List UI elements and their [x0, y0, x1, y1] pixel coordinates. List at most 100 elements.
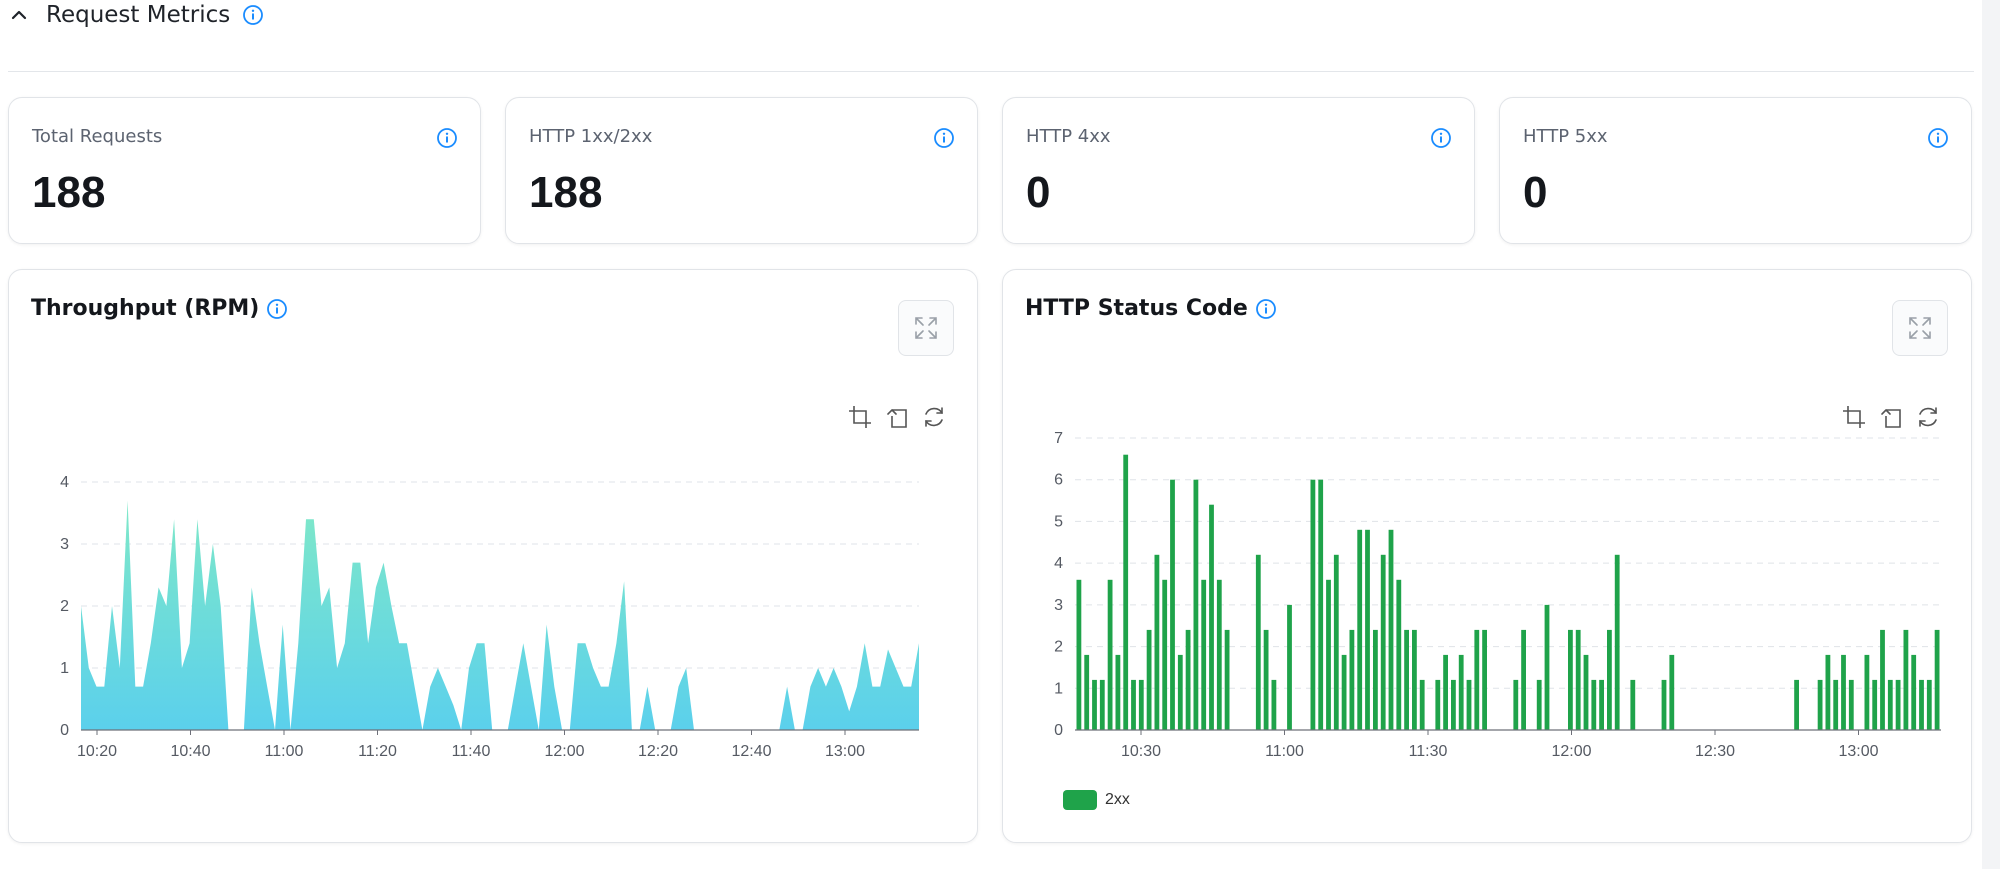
- y-tick-label: 3: [1054, 597, 1063, 614]
- info-icon[interactable]: [436, 127, 458, 149]
- status-bar: [1146, 629, 1152, 730]
- expand-button[interactable]: [898, 300, 954, 356]
- x-tick-label: 12:00: [1551, 743, 1591, 760]
- info-icon[interactable]: [266, 298, 288, 320]
- y-tick-label: 2: [1054, 639, 1063, 656]
- x-tick-label: 12:20: [638, 743, 678, 760]
- x-tick-label: 10:40: [170, 743, 210, 760]
- y-tick-label: 2: [60, 598, 69, 615]
- status-bar: [1287, 604, 1292, 730]
- stat-value: 188: [32, 168, 106, 217]
- status-bar: [1412, 629, 1417, 730]
- status-bar: [1263, 629, 1269, 730]
- refresh-icon[interactable]: [1915, 404, 1941, 430]
- stat-label: HTTP 4xx: [1026, 126, 1111, 147]
- info-icon[interactable]: [933, 127, 955, 149]
- status-bar: [1880, 629, 1885, 730]
- y-tick-label: 7: [1054, 430, 1063, 447]
- y-tick-label: 1: [1054, 680, 1063, 697]
- section-title: Request Metrics: [46, 2, 231, 28]
- status-bar: [1521, 629, 1526, 730]
- expand-button[interactable]: [1892, 300, 1948, 356]
- crop-zoom-icon[interactable]: [1841, 404, 1867, 430]
- status-bar: [1099, 679, 1105, 730]
- chart-legend[interactable]: 2xx: [1063, 790, 1130, 810]
- status-code-chart: 0 1 2 3 4 5 6 7 10:30 11:00 11:30 12:00 12:30 13:00: [1054, 430, 1941, 760]
- x-tick-label: 11:00: [1265, 743, 1304, 760]
- status-bar: [1170, 479, 1175, 730]
- status-bar: [1887, 679, 1893, 730]
- chart-toolbar: [1841, 404, 1941, 430]
- status-bar: [1451, 679, 1456, 730]
- status-bar: [1934, 629, 1940, 730]
- x-tick-label: 12:00: [544, 743, 584, 760]
- throughput-area: [81, 500, 919, 730]
- status-bar: [1669, 654, 1675, 730]
- chart-title: HTTP Status Code: [1025, 296, 1277, 321]
- status-bar: [1903, 629, 1909, 730]
- y-tick-label: 4: [60, 474, 69, 491]
- status-bar: [1482, 629, 1487, 730]
- x-tick-label: 13:00: [1838, 743, 1878, 760]
- status-bar: [1404, 629, 1409, 730]
- info-icon[interactable]: [1255, 298, 1277, 320]
- status-bar: [1388, 529, 1394, 730]
- status-bar: [1926, 679, 1932, 730]
- status-bar: [1318, 479, 1324, 730]
- status-bar: [1154, 554, 1160, 730]
- status-bar: [1271, 679, 1277, 730]
- zoom-back-icon[interactable]: [1878, 404, 1904, 430]
- expand-icon: [915, 317, 937, 339]
- x-tick-label: 12:30: [1695, 743, 1735, 760]
- status-bar: [1607, 629, 1612, 730]
- x-tick-label: 11:00: [265, 743, 304, 760]
- status-bar: [1661, 679, 1667, 730]
- zoom-back-icon[interactable]: [884, 404, 910, 430]
- refresh-icon[interactable]: [921, 404, 947, 430]
- status-bar: [1895, 679, 1901, 730]
- info-icon[interactable]: [242, 4, 264, 26]
- chart-toolbar: [847, 404, 947, 430]
- status-bar: [1201, 579, 1207, 730]
- status-bar: [1435, 679, 1441, 730]
- status-bar: [1474, 629, 1480, 730]
- status-bar: [1575, 629, 1581, 730]
- stat-value: 188: [529, 168, 603, 217]
- status-bar: [1092, 679, 1097, 730]
- x-tick-label: 13:00: [825, 743, 865, 760]
- status-bar: [1138, 679, 1144, 730]
- status-bar: [1443, 654, 1448, 730]
- throughput-title: Throughput (RPM): [31, 296, 260, 321]
- stat-label: HTTP 5xx: [1523, 126, 1608, 147]
- status-bar: [1341, 654, 1347, 730]
- stat-card-http-2xx: HTTP 1xx/2xx 188: [505, 97, 978, 244]
- status-bar: [1084, 654, 1090, 730]
- status-bar: [1825, 654, 1831, 730]
- scrollbar-track[interactable]: [1982, 0, 2000, 869]
- status-code-title: HTTP Status Code: [1025, 296, 1248, 321]
- status-bar: [1107, 579, 1113, 730]
- status-bar: [1177, 654, 1183, 730]
- status-bar: [1833, 679, 1839, 730]
- status-bar: [1365, 529, 1370, 730]
- stat-label: Total Requests: [32, 126, 163, 147]
- status-bar: [1310, 479, 1316, 730]
- stat-value: 0: [1026, 168, 1051, 217]
- status-bar: [1817, 679, 1823, 730]
- status-bar: [1872, 679, 1878, 730]
- status-bar: [1255, 554, 1261, 730]
- x-tick-label: 11:30: [1409, 743, 1448, 760]
- y-tick-label: 0: [60, 722, 69, 739]
- y-tick-label: 5: [1054, 513, 1063, 530]
- status-bar: [1333, 554, 1339, 730]
- y-tick-label: 1: [60, 660, 69, 677]
- info-icon[interactable]: [1927, 127, 1949, 149]
- status-bar: [1185, 629, 1191, 730]
- info-icon[interactable]: [1430, 127, 1452, 149]
- chevron-up-icon[interactable]: [8, 4, 30, 26]
- status-bar: [1373, 629, 1378, 730]
- status-bar: [1380, 554, 1386, 730]
- y-tick-label: 6: [1054, 472, 1063, 489]
- crop-zoom-icon[interactable]: [847, 404, 873, 430]
- section-header[interactable]: Request Metrics: [8, 0, 264, 30]
